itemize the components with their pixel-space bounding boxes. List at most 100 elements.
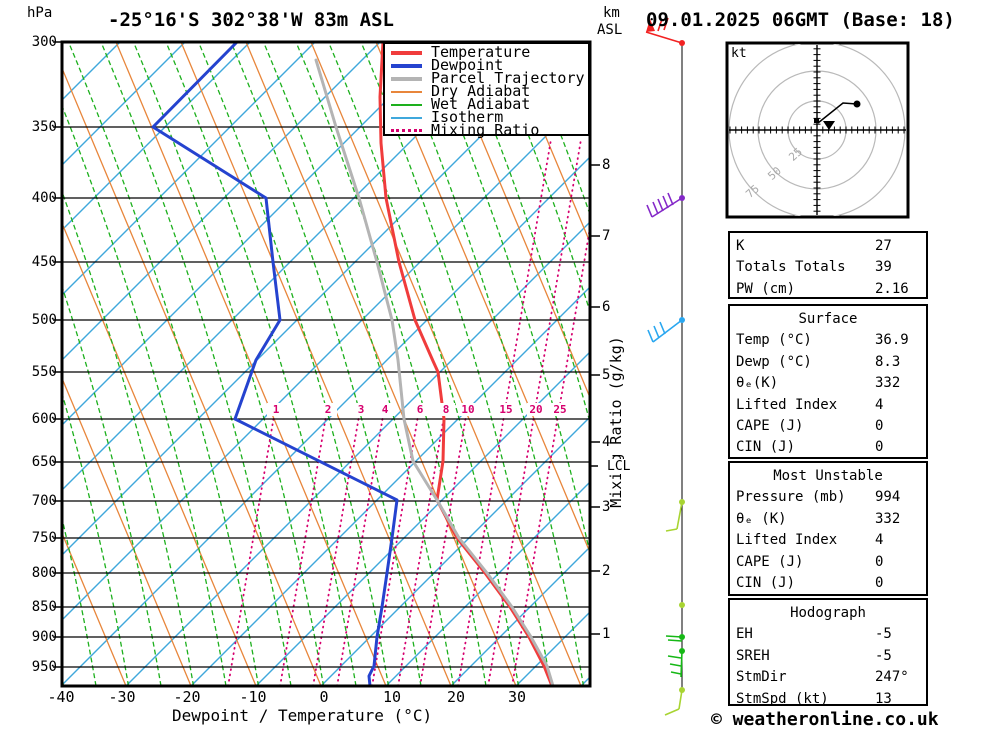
row-value: -5 xyxy=(875,626,892,643)
legend-label: Isotherm xyxy=(431,108,504,126)
km-tick-label: 6 xyxy=(602,299,611,315)
pressure-tick-label: 750 xyxy=(31,530,57,546)
km-tick-label: 5 xyxy=(602,367,611,383)
legend-item: Temperature xyxy=(391,43,588,61)
table-row: StmDir 247° xyxy=(730,667,926,688)
temperature-tick-label: 30 xyxy=(507,688,527,706)
row-value: 4 xyxy=(875,396,884,413)
pressure-tick-label: 300 xyxy=(31,34,57,50)
row-value: 2.16 xyxy=(875,280,909,297)
mixing-ratio-value-label: 1 xyxy=(267,403,285,416)
pressure-tick-label: 350 xyxy=(31,119,57,135)
row-value: -5 xyxy=(875,647,892,664)
row-value: 0 xyxy=(875,417,884,434)
legend-swatch-temperature xyxy=(391,50,422,55)
legend-label: Wet Adiabat xyxy=(431,95,531,113)
km-tick-label: 7 xyxy=(602,228,611,244)
mixing-ratio-value-label: 4 xyxy=(376,403,394,416)
mixing-ratio-value-label: 20 xyxy=(527,403,545,416)
row-value: 4 xyxy=(875,532,884,549)
legend-item: Dewpoint xyxy=(391,56,588,74)
row-value: 0 xyxy=(875,439,884,456)
info-table-hodograph: Hodograph EH -5 SREH -5 StmDir 247° StmSpd (kt)… xyxy=(728,598,928,707)
table-row: StmSpd (kt) 13 xyxy=(730,689,926,710)
pressure-tick-label: 400 xyxy=(31,190,57,206)
pressure-tick-label: 500 xyxy=(31,312,57,328)
row-label: StmSpd (kt) xyxy=(736,690,829,707)
row-label: Temp (°C) xyxy=(736,332,812,349)
legend-swatch-dewpoint xyxy=(391,63,422,68)
table-row: Temp (°C) 36.9 xyxy=(730,330,926,351)
pressure-tick-label: 950 xyxy=(31,659,57,675)
x-axis-title: Dewpoint / Temperature (°C) xyxy=(172,706,433,725)
row-label: CAPE (J) xyxy=(736,417,804,434)
table-header: Hodograph xyxy=(790,605,866,621)
info-table-most-unstable: Most Unstable Pressure (mb) 994 θₑ (K) 332 Li… xyxy=(728,461,928,596)
altitude-unit-km: km xyxy=(603,5,620,21)
table-row: EH -5 xyxy=(730,624,926,645)
row-label: Dewp (°C) xyxy=(736,353,812,370)
mixing-ratio-value-label: 6 xyxy=(411,403,429,416)
row-value: 247° xyxy=(875,669,909,686)
mixing-ratio-axis-title: Mixing Ratio (g/kg) xyxy=(607,336,625,508)
temperature-tick-label: -30 xyxy=(108,688,136,706)
pressure-tick-label: 650 xyxy=(31,454,57,470)
mixing-ratio-value-label: 25 xyxy=(551,403,569,416)
table-row: CAPE (J) 0 xyxy=(730,552,926,573)
legend-label: Temperature xyxy=(431,43,531,61)
legend-label: Parcel Trajectory xyxy=(431,69,585,87)
row-value: 36.9 xyxy=(875,332,909,349)
table-row: Dewp (°C) 8.3 xyxy=(730,352,926,373)
legend-label: Dewpoint xyxy=(431,56,504,74)
row-value: 13 xyxy=(875,690,892,707)
km-tick-label: 3 xyxy=(602,499,611,515)
info-table-surface: Surface Temp (°C) 36.9 Dewp (°C) 8.3 θₑ(K) 332… xyxy=(728,304,928,459)
table-row: Totals Totals 39 xyxy=(730,257,926,278)
copyright: © weatheronline.co.uk xyxy=(711,709,939,730)
km-tick-label: 4 xyxy=(602,434,611,450)
temperature-tick-label: -10 xyxy=(239,688,267,706)
row-label: Pressure (mb) xyxy=(736,489,846,506)
row-label: CIN (J) xyxy=(736,439,796,456)
row-value: 27 xyxy=(875,238,892,254)
mixing-ratio-value-label: 15 xyxy=(497,403,515,416)
mixing-ratio-value-label: 2 xyxy=(319,403,337,416)
pressure-tick-label: 700 xyxy=(31,493,57,509)
temperature-tick-label: -40 xyxy=(47,688,75,706)
table-row: Lifted Index 4 xyxy=(730,530,926,551)
row-value: 0 xyxy=(875,574,884,591)
table-row: CIN (J) 0 xyxy=(730,573,926,594)
row-label: CAPE (J) xyxy=(736,553,804,570)
table-row: CAPE (J) 0 xyxy=(730,416,926,437)
table-row: CIN (J) 0 xyxy=(730,437,926,458)
temperature-tick-label: 0 xyxy=(319,688,329,706)
row-value: 994 xyxy=(875,489,901,506)
pressure-tick-label: 450 xyxy=(31,254,57,270)
table-row: K 27 xyxy=(730,236,926,257)
info-table-indices: K 27 Totals Totals 39 PW (cm) 2.16 xyxy=(728,231,928,299)
table-row: PW (cm) 2.16 xyxy=(730,279,926,300)
legend-swatch-isotherm xyxy=(391,116,422,119)
legend-swatch-mixing-ratio xyxy=(391,129,422,132)
pressure-tick-label: 900 xyxy=(31,629,57,645)
legend-item: Dry Adiabat xyxy=(391,84,588,99)
legend-swatch-parcel-trajectory xyxy=(391,76,422,81)
hodograph-unit-label: kt xyxy=(731,46,747,61)
row-label: θₑ(K) xyxy=(736,375,779,392)
row-label: StmDir xyxy=(736,669,787,686)
legend-label: Mixing Ratio xyxy=(431,121,540,139)
row-label: Lifted Index xyxy=(736,532,838,549)
row-value: 39 xyxy=(875,259,892,276)
table-row: θₑ(K) 332 xyxy=(730,373,926,394)
table-row: Pressure (mb) 994 xyxy=(730,487,926,508)
table-row: Lifted Index 4 xyxy=(730,395,926,416)
row-value: 332 xyxy=(875,375,901,392)
table-header: Surface xyxy=(798,311,858,327)
km-tick-label: 8 xyxy=(602,157,611,173)
row-value: 332 xyxy=(875,510,901,527)
pressure-tick-label: 600 xyxy=(31,411,57,427)
legend-item: Isotherm xyxy=(391,108,588,126)
pressure-tick-label: 800 xyxy=(31,565,57,581)
